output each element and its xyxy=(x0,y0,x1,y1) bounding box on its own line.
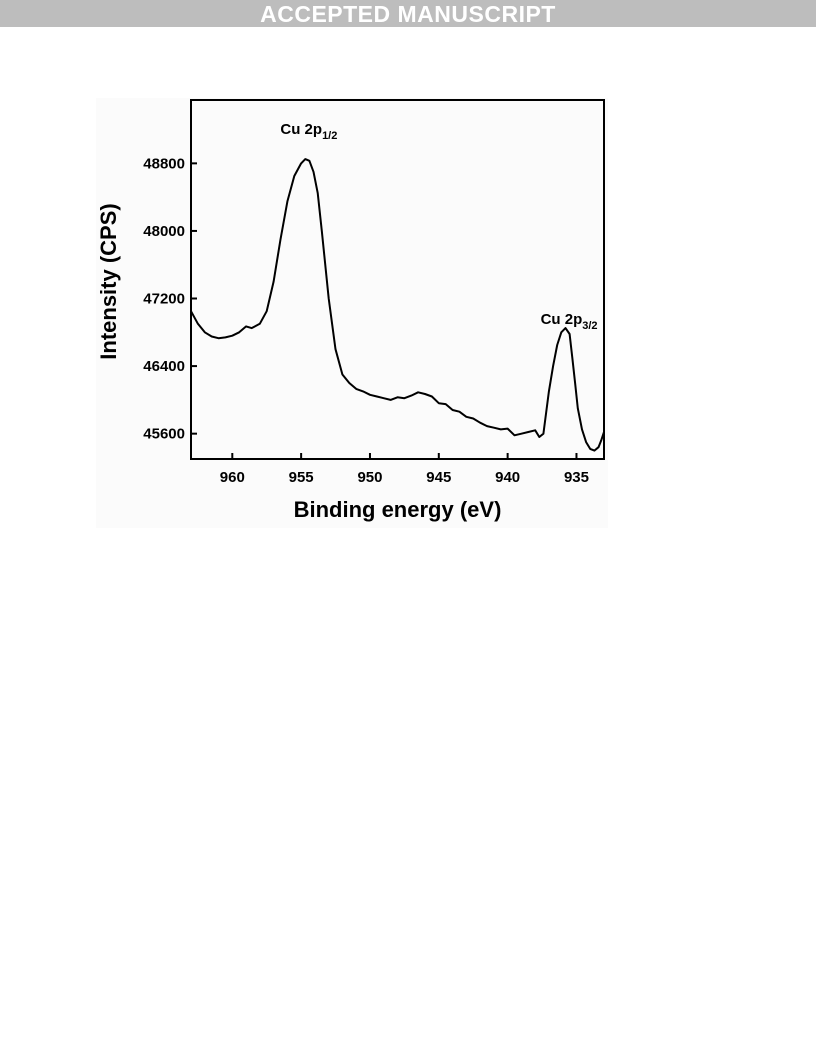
y-tick-label: 45600 xyxy=(143,426,185,443)
y-tick-label: 47200 xyxy=(143,291,185,308)
x-axis: 960 955 950 945 940 935 xyxy=(220,453,589,486)
y-tick-label: 46400 xyxy=(143,358,185,375)
annotation-layer: Cu 2p1/2Cu 2p3/2 xyxy=(280,121,597,332)
xps-figure: 960 955 950 945 940 935 45600 46400 47200 48000 4… xyxy=(96,98,608,528)
x-tick-label: 950 xyxy=(357,469,382,486)
peak-label-1: Cu 2p3/2 xyxy=(541,311,598,332)
x-tick-label: 945 xyxy=(426,469,451,486)
peak-label-subscript: 1/2 xyxy=(322,130,337,142)
x-axis-label: Binding energy (eV) xyxy=(294,497,502,522)
peak-label-subscript: 3/2 xyxy=(582,320,597,332)
manuscript-banner: ACCEPTED MANUSCRIPT xyxy=(0,0,816,27)
x-tick-label: 960 xyxy=(220,469,245,486)
x-tick-label: 940 xyxy=(495,469,520,486)
y-axis-label: Intensity (CPS) xyxy=(96,203,121,359)
peak-label-0: Cu 2p1/2 xyxy=(280,121,337,142)
series-layer xyxy=(190,158,605,452)
spectrum-line-0 xyxy=(190,158,605,452)
peak-label-text: Cu 2p xyxy=(280,121,322,138)
x-tick-label: 935 xyxy=(564,469,589,486)
y-axis: 45600 46400 47200 48000 48800 xyxy=(143,155,197,443)
plot-frame xyxy=(190,99,605,460)
y-tick-label: 48000 xyxy=(143,223,185,240)
xps-chart: 960 955 950 945 940 935 456004640047200480004… xyxy=(96,99,605,522)
peak-label-text: Cu 2p xyxy=(541,311,583,328)
x-tick-label: 955 xyxy=(289,469,314,486)
y-tick-label: 48800 xyxy=(143,155,185,172)
